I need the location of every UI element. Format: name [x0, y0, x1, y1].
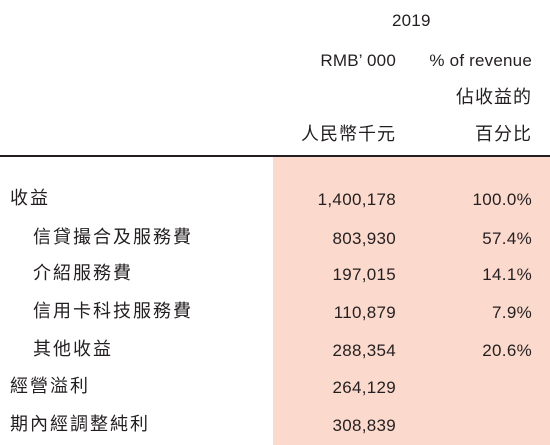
row-amount: 197,015	[332, 265, 396, 284]
row-label: 期內經調整純利	[10, 414, 150, 435]
row-label: 收益	[10, 188, 50, 209]
row-percent: 57.4%	[482, 229, 532, 248]
row-amount: 803,930	[332, 229, 396, 248]
highlight-column-background	[273, 155, 550, 445]
header-percent-label-zh-line2: 百分比	[475, 124, 532, 145]
header-percent-label-en: % of revenue	[429, 51, 532, 70]
row-label: 其他收益	[33, 339, 113, 360]
row-percent: 14.1%	[482, 265, 532, 284]
header-rule	[0, 155, 550, 157]
row-amount: 308,839	[332, 416, 396, 435]
row-label: 信用卡科技服務費	[33, 301, 193, 322]
row-label: 介紹服務費	[33, 263, 133, 284]
row-amount: 110,879	[333, 303, 396, 322]
row-amount: 264,129	[332, 378, 396, 397]
row-percent: 100.0%	[472, 190, 532, 209]
row-percent: 20.6%	[482, 341, 532, 360]
row-label: 經營溢利	[10, 376, 90, 397]
row-amount: 288,354	[332, 341, 396, 360]
header-amount-unit-zh: 人民幣千元	[301, 124, 396, 145]
row-amount: 1,400,178	[317, 190, 396, 209]
header-percent-label-zh-line1: 佔收益的	[456, 87, 532, 108]
header-year: 2019	[392, 11, 431, 30]
row-label: 信貸撮合及服務費	[33, 227, 193, 248]
row-percent: 7.9%	[492, 303, 532, 322]
header-amount-unit-en: RMB’ 000	[320, 51, 396, 70]
